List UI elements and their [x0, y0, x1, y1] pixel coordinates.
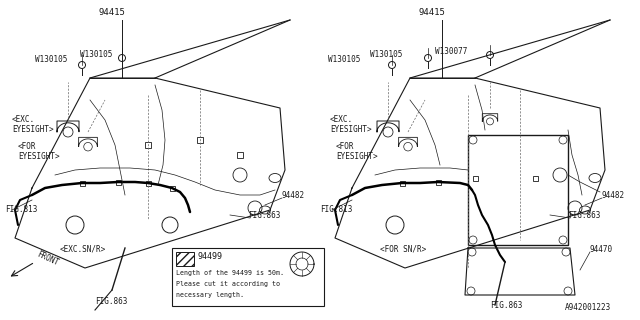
- Text: FIG.863: FIG.863: [568, 211, 600, 220]
- Text: 94470: 94470: [589, 244, 612, 253]
- Text: 94482: 94482: [601, 190, 624, 199]
- Text: W130105: W130105: [80, 50, 113, 59]
- Bar: [176, 252, 194, 266]
- Text: Please cut it according to: Please cut it according to: [176, 281, 280, 287]
- Text: <EXC.
EYESIGHT>: <EXC. EYESIGHT>: [12, 115, 54, 134]
- Text: necessary length.: necessary length.: [176, 292, 244, 298]
- Text: FIG.863: FIG.863: [490, 300, 522, 309]
- Bar: [172, 248, 324, 306]
- Text: <EXC.SN/R>: <EXC.SN/R>: [60, 245, 106, 254]
- Text: FRONT: FRONT: [35, 250, 60, 268]
- Text: 94415: 94415: [419, 8, 445, 17]
- Bar: [170, 186, 175, 190]
- Text: 94482: 94482: [282, 190, 305, 199]
- Text: Length of the 94499 is 50m.: Length of the 94499 is 50m.: [176, 270, 284, 276]
- Bar: [532, 175, 538, 180]
- Text: W130077: W130077: [435, 47, 467, 56]
- Bar: [435, 180, 440, 185]
- Bar: [237, 152, 243, 158]
- Bar: [399, 180, 404, 186]
- Bar: [468, 135, 568, 245]
- Text: FIG.813: FIG.813: [320, 205, 353, 214]
- Bar: [472, 175, 477, 180]
- Text: <EXC.
EYESIGHT>: <EXC. EYESIGHT>: [330, 115, 372, 134]
- Text: <FOR SN/R>: <FOR SN/R>: [380, 245, 426, 254]
- Bar: [197, 137, 203, 143]
- Text: FIG.863: FIG.863: [95, 298, 127, 307]
- Bar: [115, 180, 120, 185]
- Text: W130105: W130105: [328, 55, 360, 64]
- Text: W130105: W130105: [35, 55, 67, 64]
- Bar: [145, 180, 150, 186]
- Text: 94499: 94499: [198, 252, 223, 261]
- Text: W130105: W130105: [370, 50, 403, 59]
- Text: FIG.863: FIG.863: [248, 211, 280, 220]
- Text: <FOR
EYESIGHT>: <FOR EYESIGHT>: [18, 142, 60, 161]
- Text: 94415: 94415: [99, 8, 125, 17]
- Bar: [79, 180, 84, 186]
- Text: <FOR
EYESIGHT>: <FOR EYESIGHT>: [336, 142, 378, 161]
- Text: FIG.813: FIG.813: [5, 205, 37, 214]
- Bar: [145, 142, 151, 148]
- Text: A942001223: A942001223: [565, 303, 611, 312]
